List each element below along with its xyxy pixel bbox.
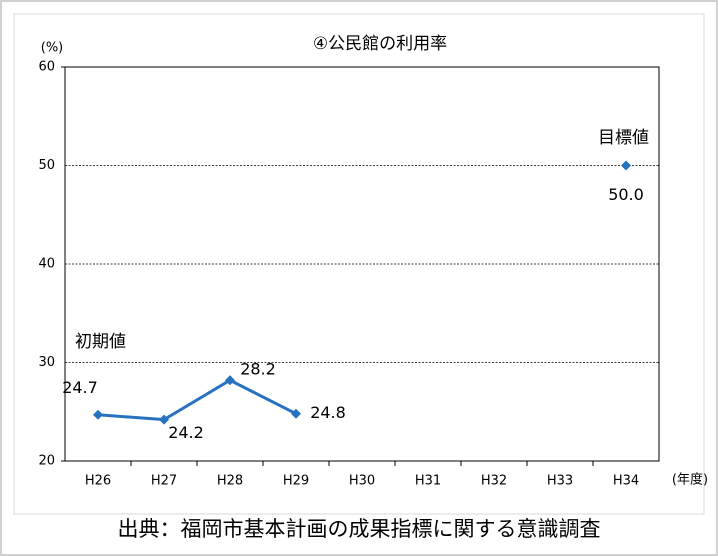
- data-label: 24.7: [62, 378, 98, 397]
- data-point: [225, 375, 235, 386]
- y-tick-label: 50: [38, 158, 55, 173]
- plot-area: [64, 66, 660, 462]
- x-tick-label: H26: [85, 474, 111, 489]
- x-tick-label: H31: [415, 474, 441, 489]
- x-axis-label: (年度): [672, 472, 708, 488]
- x-tick-label: H27: [151, 474, 177, 489]
- y-tick-label: 60: [38, 60, 55, 75]
- annotation: 目標値: [598, 128, 649, 148]
- data-label: 24.2: [168, 423, 204, 442]
- data-label: 28.2: [240, 360, 276, 379]
- x-tick-label: H29: [283, 474, 309, 489]
- x-tick-label: H34: [613, 474, 639, 489]
- x-tick-label: H33: [547, 474, 573, 489]
- data-line: [97, 378, 297, 422]
- y-tick-label: 30: [38, 355, 55, 370]
- data-point: [93, 409, 103, 420]
- data-point: [291, 408, 301, 419]
- source: 出典：福岡市基本計画の成果指標に関する意識調査: [118, 517, 601, 541]
- data-label: 24.8: [310, 403, 346, 422]
- y-tick-label: 40: [38, 257, 55, 272]
- x-tick-label: H30: [349, 474, 375, 489]
- annotation: 初期値: [75, 332, 126, 352]
- y-axis-label: (%): [41, 41, 64, 56]
- data-point: [621, 160, 631, 171]
- y-tick-label: 20: [38, 454, 55, 469]
- chart-title: ④公民館の利用率: [313, 34, 447, 54]
- data-label: 50.0: [608, 185, 644, 204]
- x-tick-label: H32: [481, 474, 507, 489]
- data-point: [159, 414, 169, 425]
- x-tick-label: H28: [217, 474, 243, 489]
